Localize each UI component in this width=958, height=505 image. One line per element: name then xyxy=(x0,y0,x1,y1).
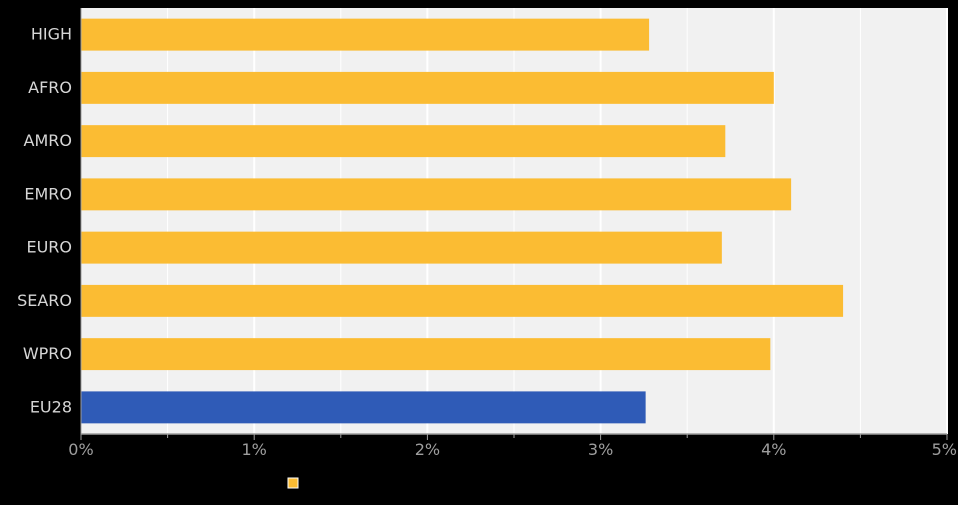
bar-emro[interactable] xyxy=(81,178,792,211)
category-label-emro: EMRO xyxy=(24,184,72,203)
bar-high[interactable] xyxy=(81,18,650,51)
y-axis-labels: HIGH AFRO AMRO EMRO EURO SEARO WPRO EU28 xyxy=(17,25,72,417)
category-label-eu28: EU28 xyxy=(30,397,72,416)
category-label-amro: AMRO xyxy=(24,131,72,150)
bar-eu28[interactable] xyxy=(81,391,646,424)
x-tick-label: 3% xyxy=(588,440,613,459)
category-label-euro: EURO xyxy=(26,238,72,257)
category-label-wpro: WPRO xyxy=(23,344,72,363)
x-tick-label: 0% xyxy=(68,440,93,459)
x-tick-label: 5% xyxy=(932,440,957,459)
bar-amro[interactable] xyxy=(81,125,726,158)
bar-searo[interactable] xyxy=(81,284,844,317)
category-label-afro: AFRO xyxy=(28,78,72,97)
category-label-searo: SEARO xyxy=(17,291,72,310)
x-tick-label: 1% xyxy=(242,440,267,459)
bar-wpro[interactable] xyxy=(81,338,771,371)
x-tick-label: 2% xyxy=(415,440,440,459)
bars xyxy=(81,18,844,424)
bar-afro[interactable] xyxy=(81,71,774,104)
bar-euro[interactable] xyxy=(81,231,722,264)
x-axis: 0% 1% 2% 3% 4% 5% xyxy=(68,8,957,459)
legend-swatch[interactable] xyxy=(287,477,299,489)
legend xyxy=(287,477,299,489)
x-tick-label: 4% xyxy=(761,440,786,459)
category-label-high: HIGH xyxy=(31,25,72,44)
